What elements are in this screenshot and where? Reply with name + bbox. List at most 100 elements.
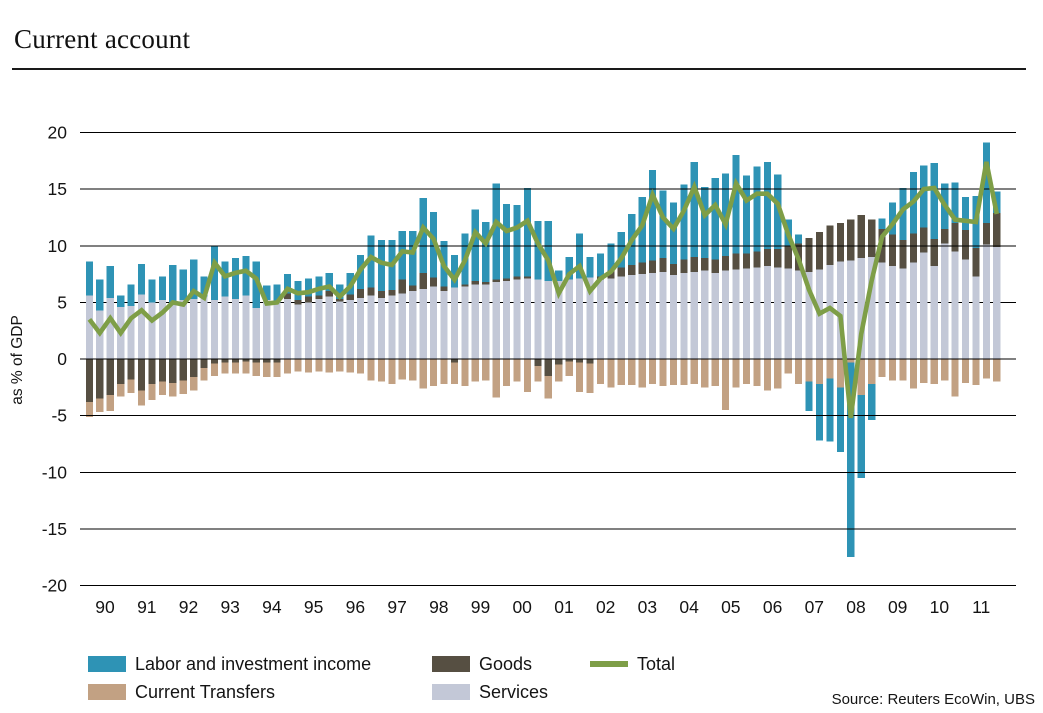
- bar-segment: [409, 231, 417, 286]
- bar-segment: [356, 359, 365, 374]
- bar-segment: [231, 298, 240, 359]
- bar-segment: [450, 362, 459, 384]
- bar-segment: [753, 267, 761, 359]
- bar-segment: [482, 284, 490, 359]
- legend-item-goods: Goods: [432, 654, 532, 674]
- bar-segment: [857, 359, 865, 396]
- bar-segment: [294, 304, 302, 359]
- bar-segment: [263, 359, 271, 363]
- bar-segment: [117, 359, 125, 384]
- bar-segment: [690, 257, 698, 272]
- bar-segment: [544, 280, 552, 359]
- bar-segment: [294, 300, 302, 305]
- bar-segment: [419, 359, 427, 389]
- bar-segment: [826, 225, 834, 266]
- bar-segment: [701, 186, 709, 259]
- bar-segment: [85, 402, 93, 417]
- bar-segment: [795, 359, 803, 384]
- bar-segment: [774, 174, 782, 250]
- bar-segment: [325, 296, 333, 359]
- bar-segment: [179, 380, 187, 395]
- bar-segment: [429, 359, 438, 387]
- bar-segment: [544, 359, 552, 376]
- bar-segment: [513, 279, 521, 359]
- y-axis-tick-label: 20: [48, 123, 68, 143]
- bar-segment: [930, 359, 938, 384]
- bar-segment: [388, 359, 396, 384]
- legend-label: Total: [637, 653, 676, 674]
- bar-segment: [982, 359, 990, 379]
- bar-segment: [951, 251, 959, 359]
- bar-segment: [315, 298, 323, 359]
- x-axis-tick-label: 04: [679, 597, 699, 617]
- bar-segment: [868, 257, 876, 359]
- bar-segment: [711, 259, 719, 273]
- bar-segment: [993, 191, 1001, 213]
- bar-segment: [398, 293, 406, 359]
- bar-segment: [210, 363, 219, 376]
- bar-segment: [680, 359, 688, 386]
- bar-segment: [429, 286, 438, 359]
- bar-segment: [440, 359, 448, 384]
- bar-segment: [617, 276, 625, 359]
- bar-segment: [96, 279, 104, 311]
- bar-segment: [106, 359, 114, 396]
- bar-segment: [826, 265, 834, 359]
- bar-segment: [200, 359, 208, 369]
- bar-segment: [117, 383, 125, 397]
- bar-segment: [565, 257, 573, 280]
- bar-segment: [888, 359, 897, 381]
- bar-segment: [649, 272, 657, 359]
- bar-segment: [555, 359, 563, 365]
- total-line: [87, 161, 1000, 419]
- bar-segment: [888, 234, 897, 267]
- bar-segment: [544, 220, 552, 281]
- bar-segment: [690, 359, 698, 384]
- bar-segment: [555, 280, 563, 359]
- y-axis-tick-label: 0: [57, 349, 67, 369]
- bar-segment: [669, 263, 678, 276]
- bar-segment: [304, 296, 313, 303]
- bar-segment: [826, 378, 834, 442]
- bar-segment: [586, 363, 594, 393]
- bar-segment: [795, 270, 803, 359]
- bar-segment: [586, 359, 594, 364]
- bar-segment: [137, 359, 146, 391]
- bar-segment: [857, 395, 865, 478]
- bar-segment: [565, 359, 573, 362]
- bar-segment: [961, 229, 970, 260]
- bar-segment: [680, 272, 688, 359]
- bar-segment: [346, 294, 354, 301]
- bar-segment: [576, 362, 584, 392]
- x-axis-tick-label: 11: [972, 597, 990, 617]
- bar-segment: [85, 295, 93, 359]
- x-axis-tick-label: 98: [429, 597, 448, 617]
- bar-segment: [419, 288, 427, 359]
- labor-swatch-icon: [88, 656, 126, 672]
- bar-segment: [857, 258, 865, 359]
- bar-segment: [377, 297, 386, 359]
- bar-segment: [179, 269, 187, 301]
- bar-segment: [669, 359, 678, 386]
- bar-segment: [158, 300, 167, 359]
- bar-segment: [523, 187, 532, 277]
- bar-segment: [638, 262, 646, 275]
- bar-segment: [982, 142, 990, 224]
- bar-segment: [638, 359, 646, 388]
- bar-segment: [85, 261, 93, 296]
- bar-segment: [503, 278, 511, 281]
- bar-segment: [231, 258, 240, 299]
- legend-label: Labor and investment income: [135, 653, 372, 674]
- bar-segment: [346, 300, 354, 359]
- bar-segment: [377, 291, 386, 298]
- bar-segment: [294, 359, 302, 372]
- bar-segment: [263, 300, 271, 359]
- bar-segment: [607, 278, 615, 359]
- bar-segment: [450, 359, 459, 363]
- bar-segment: [200, 368, 208, 381]
- bar-segment: [158, 276, 167, 301]
- bar-segment: [628, 275, 636, 359]
- bar-segment: [471, 280, 479, 285]
- bar-segment: [325, 272, 333, 292]
